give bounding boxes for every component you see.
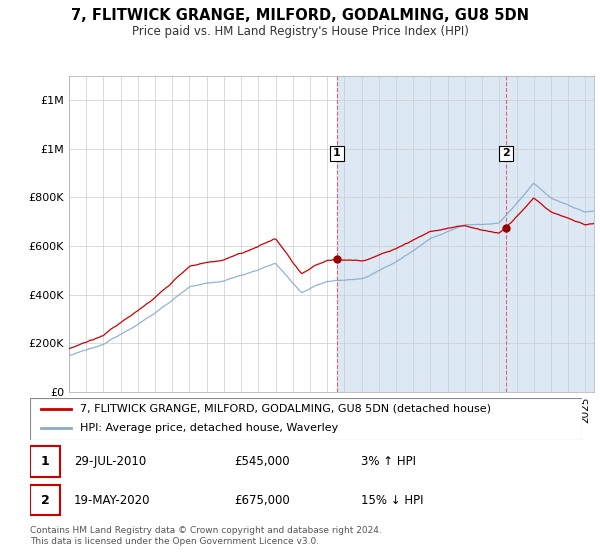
Text: 7, FLITWICK GRANGE, MILFORD, GODALMING, GU8 5DN: 7, FLITWICK GRANGE, MILFORD, GODALMING, …: [71, 8, 529, 24]
Text: 1: 1: [41, 455, 50, 468]
FancyBboxPatch shape: [30, 484, 61, 515]
Text: 15% ↓ HPI: 15% ↓ HPI: [361, 493, 424, 507]
Text: Contains HM Land Registry data © Crown copyright and database right 2024.
This d: Contains HM Land Registry data © Crown c…: [30, 526, 382, 546]
Text: 3% ↑ HPI: 3% ↑ HPI: [361, 455, 416, 468]
Text: £545,000: £545,000: [234, 455, 290, 468]
Text: 2: 2: [502, 148, 510, 158]
Text: 1: 1: [333, 148, 341, 158]
Text: 2: 2: [41, 493, 50, 507]
Bar: [337, 76, 594, 392]
Text: 19-MAY-2020: 19-MAY-2020: [74, 493, 151, 507]
Bar: [506, 76, 594, 392]
Text: £675,000: £675,000: [234, 493, 290, 507]
Text: HPI: Average price, detached house, Waverley: HPI: Average price, detached house, Wave…: [80, 423, 338, 433]
FancyBboxPatch shape: [30, 446, 61, 477]
Text: 29-JUL-2010: 29-JUL-2010: [74, 455, 146, 468]
Text: Price paid vs. HM Land Registry's House Price Index (HPI): Price paid vs. HM Land Registry's House …: [131, 25, 469, 38]
Text: 7, FLITWICK GRANGE, MILFORD, GODALMING, GU8 5DN (detached house): 7, FLITWICK GRANGE, MILFORD, GODALMING, …: [80, 404, 491, 414]
